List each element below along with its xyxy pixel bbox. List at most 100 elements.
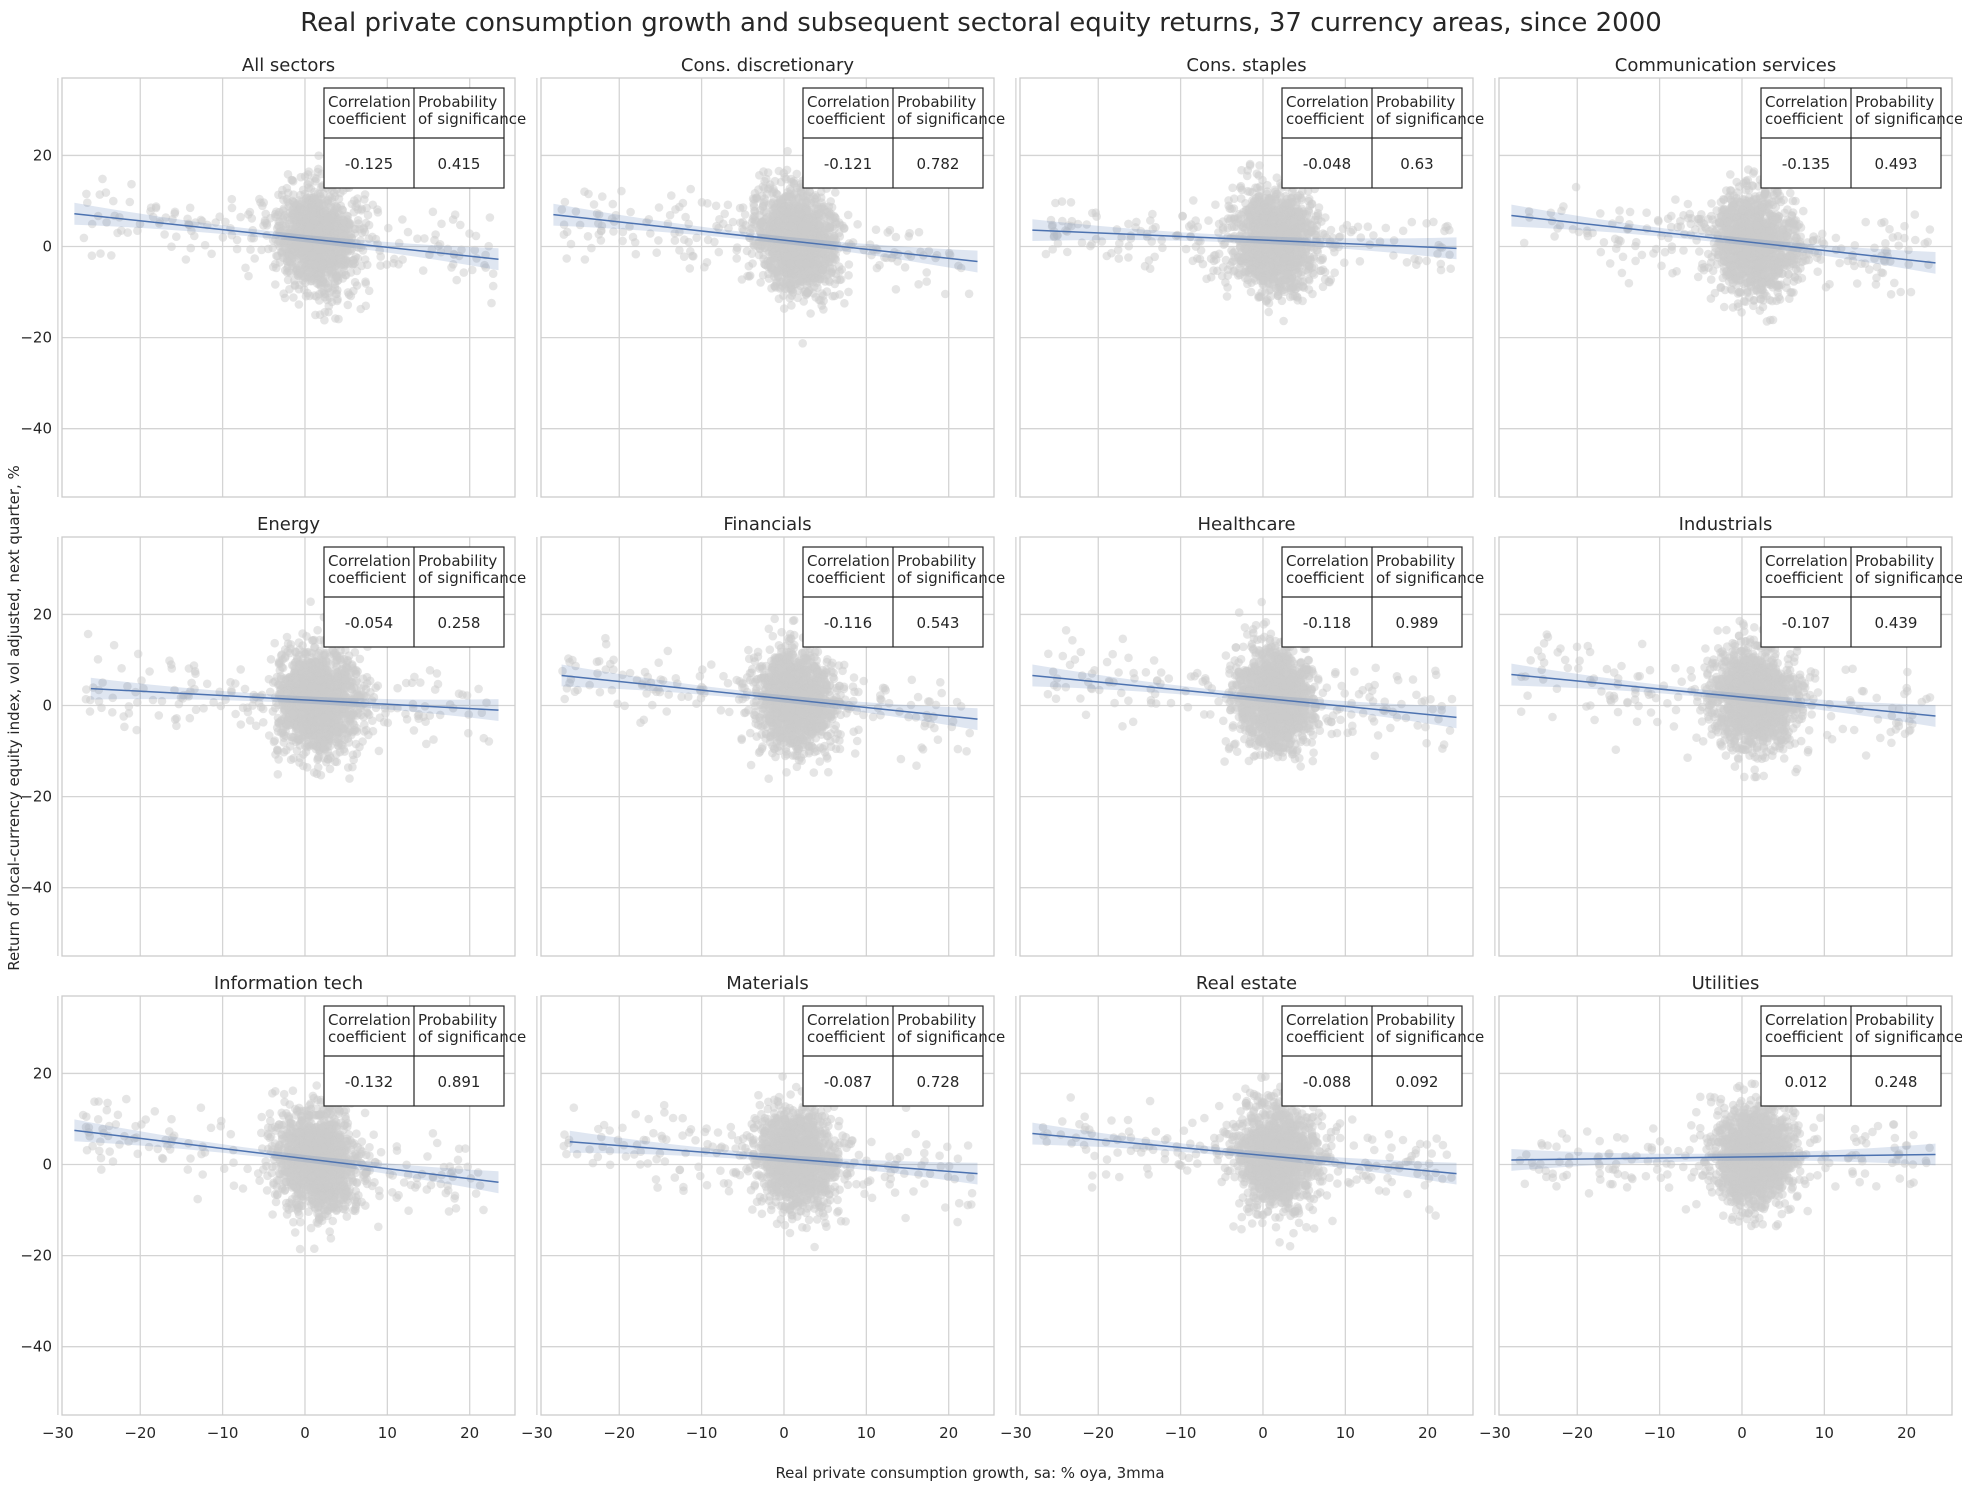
scatter-point [1202,274,1211,284]
scatter-point [1066,198,1076,207]
scatter-point [307,251,317,261]
y-tick-label: −20 [20,329,52,347]
scatter-point [364,286,374,296]
table-header-text: Correlation [1286,93,1369,111]
scatter-point [320,315,329,325]
scatter-point [802,203,811,212]
scatter-point [905,228,914,238]
scatter-point [109,196,118,206]
scatter-point [1440,226,1449,236]
y-tick-label: −40 [20,420,52,438]
scatter-point [598,192,607,201]
scatter-point [584,189,593,199]
scatter-point [786,221,795,231]
scatter-point [1291,226,1301,236]
scatter-point [338,205,347,215]
scatter-point [356,304,366,314]
scatter-point [127,179,136,189]
scatter-point [791,195,801,205]
scatter-point [271,280,280,289]
scatter-point [779,168,788,178]
scatter-point [654,203,664,212]
scatter-point [437,219,446,229]
scatter-point [1693,272,1703,282]
scatter-point [1265,261,1275,271]
scatter-point [241,263,250,273]
scatter-point [151,202,161,211]
scatter-point [617,186,626,196]
scatter-point [1132,217,1141,227]
scatter-point [308,202,318,212]
scatter-point [562,254,571,263]
scatter-point [891,285,901,294]
scatter-point [798,339,807,348]
scatter-point [181,255,191,264]
scatter-point [1286,207,1295,216]
scatter-point [289,190,298,199]
scatter-point [346,291,356,301]
scatter-point [1266,284,1275,294]
scatter-point [331,314,340,323]
scatter-point [774,219,783,229]
scatter-point [728,217,738,227]
scatter-point [310,187,319,197]
correlation-value: -0.048 [1303,155,1351,173]
scatter-point [1251,215,1261,225]
scatter-point [678,198,688,208]
scatter-point [1324,277,1333,287]
scatter-point [774,294,784,304]
scatter-point [246,245,255,254]
scatter-point [330,277,339,287]
scatter-point [172,232,181,241]
scatter-point [301,210,311,219]
scatter-point [566,239,576,249]
scatter-point [801,226,810,236]
scatter-point [336,254,345,264]
scatter-point [1279,316,1288,326]
scatter-point [819,305,828,314]
scatter-point [96,249,105,258]
scatter-point [82,189,91,199]
scatter-point [363,260,372,270]
scatter-point [764,274,774,283]
scatter-point [349,207,359,217]
scatter-point [1436,265,1446,275]
scatter-point [1245,187,1255,197]
scatter-point [667,191,676,200]
scatter-point [1124,241,1134,251]
scatter-point [167,242,176,251]
scatter-point [279,206,288,215]
scatter-point [1226,214,1235,223]
scatter-point [1289,282,1299,291]
scatter-point [1195,254,1205,264]
scatter-point [803,190,812,200]
scatter-point [803,214,813,223]
scatter-point [710,237,719,247]
scatter-point [1218,225,1228,234]
scatter-point [186,243,196,253]
scatter-point [787,301,796,310]
scatter-point [459,268,469,277]
scatter-point [789,274,798,284]
scatter-point [331,218,341,228]
scatter-point [1235,209,1244,219]
scatter-point [736,218,745,227]
scatter-point [321,279,331,289]
scatter-point [294,300,304,309]
scatter-point [794,286,803,295]
scatter-point [783,146,792,156]
scatter-point [315,244,325,254]
scatter-point [123,228,132,237]
scatter-point [812,193,821,202]
scatter-point [742,246,752,256]
scatter-point [456,220,465,230]
scatter-point [786,259,795,268]
scatter-point [1318,265,1328,275]
table-header-text: Probability [418,93,497,111]
scatter-point [875,260,884,270]
scatter-point [1280,287,1289,297]
scatter-point [1236,194,1246,203]
scatter-point [1229,267,1238,276]
probability-value: 0.415 [438,155,481,173]
